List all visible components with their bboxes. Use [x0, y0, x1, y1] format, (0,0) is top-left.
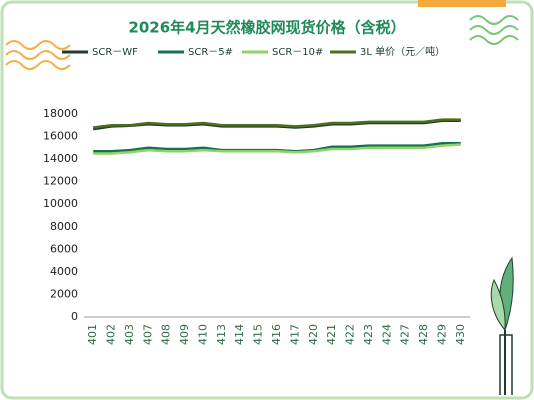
y-tick-label: 12000 [43, 175, 78, 188]
y-tick-label: 2000 [50, 287, 78, 300]
x-tick-label: 410 [196, 324, 209, 345]
legend-label: SCR－5# [188, 47, 233, 58]
x-tick-label: 403 [123, 324, 136, 345]
x-tick-label: 408 [160, 324, 173, 345]
y-tick-label: 14000 [43, 152, 78, 165]
y-tick-label: 10000 [43, 197, 78, 210]
x-tick-label: 401 [86, 324, 99, 345]
x-tick-label: 420 [307, 324, 320, 345]
wave-decoration [469, 15, 519, 45]
y-tick-label: 18000 [43, 107, 78, 120]
accent-bar [418, 0, 506, 7]
x-tick-label: 424 [380, 324, 393, 345]
y-tick-label: 8000 [50, 220, 78, 233]
wave-decoration [5, 40, 71, 70]
legend-label: SCR－10# [272, 47, 323, 58]
x-tick-label: 414 [233, 324, 246, 345]
legend-label: SCR－WF [92, 47, 138, 58]
x-tick-label: 415 [252, 324, 265, 345]
chart-title: 2026年4月天然橡胶网现货价格（含税） [128, 19, 405, 37]
y-tick-label: 0 [71, 310, 78, 323]
plant-decoration [490, 256, 514, 395]
x-tick-label: 429 [435, 324, 448, 345]
x-tick-label: 421 [325, 324, 338, 345]
x-tick-label: 409 [178, 324, 191, 345]
x-tick-label: 423 [362, 324, 375, 345]
x-tick-label: 422 [344, 324, 357, 345]
x-tick-label: 428 [417, 324, 430, 345]
x-tick-label: 413 [215, 324, 228, 345]
x-tick-label: 407 [141, 324, 154, 345]
y-tick-label: 16000 [43, 130, 78, 143]
x-tick-label: 402 [105, 324, 118, 345]
x-tick-label: 417 [288, 324, 301, 345]
x-tick-label: 427 [399, 324, 412, 345]
legend-label: 3L 单价（元／吨） [360, 45, 445, 58]
x-tick-label: 416 [270, 324, 283, 345]
y-tick-label: 6000 [50, 242, 78, 255]
series-line [93, 118, 461, 129]
x-tick-label: 430 [454, 324, 467, 345]
series-line [93, 143, 461, 155]
y-tick-label: 4000 [50, 265, 78, 278]
